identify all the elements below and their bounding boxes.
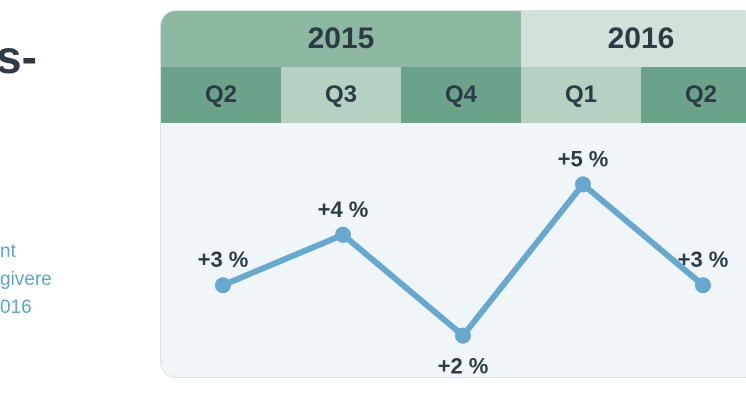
quarter-2015-q3: Q3	[281, 67, 401, 123]
quarter-2016-q1: Q1	[521, 67, 641, 123]
quarter-2015-q2: Q2	[161, 67, 281, 123]
subtitle-line: 016	[0, 297, 32, 318]
subtitle-fragment: nt givere 016	[0, 238, 52, 322]
quarter-2015-q4: Q4	[401, 67, 521, 123]
year-header-2016: 2016	[521, 11, 746, 67]
chart-card: 2015 2016 Q2 Q3 Q4 Q1 Q2 +3 % +4 % +2 % +5 …	[160, 10, 746, 378]
quarter-header-row: Q2 Q3 Q4 Q1 Q2	[161, 67, 746, 123]
series-line	[220, 181, 706, 339]
left-text-fragment: s- nt givere 016	[0, 0, 160, 419]
title-fragment: s-	[0, 31, 37, 83]
data-label: +5 %	[558, 146, 609, 171]
data-point	[215, 277, 231, 294]
subtitle-line: nt	[0, 241, 16, 262]
line-plot: +3 % +4 % +2 % +5 % +3 %	[198, 146, 729, 378]
subtitle-line: givere	[0, 269, 52, 290]
data-label: +3 %	[678, 247, 729, 272]
data-point	[335, 226, 351, 243]
data-label: +3 %	[198, 247, 249, 272]
data-label: +4 %	[318, 197, 369, 222]
year-header-row: 2015 2016	[161, 11, 746, 67]
data-point	[575, 176, 591, 193]
quarter-2016-q2: Q2	[641, 67, 746, 123]
data-point	[695, 277, 711, 294]
data-point	[455, 327, 471, 344]
data-label: +2 %	[438, 354, 489, 378]
year-header-2015: 2015	[161, 11, 521, 67]
